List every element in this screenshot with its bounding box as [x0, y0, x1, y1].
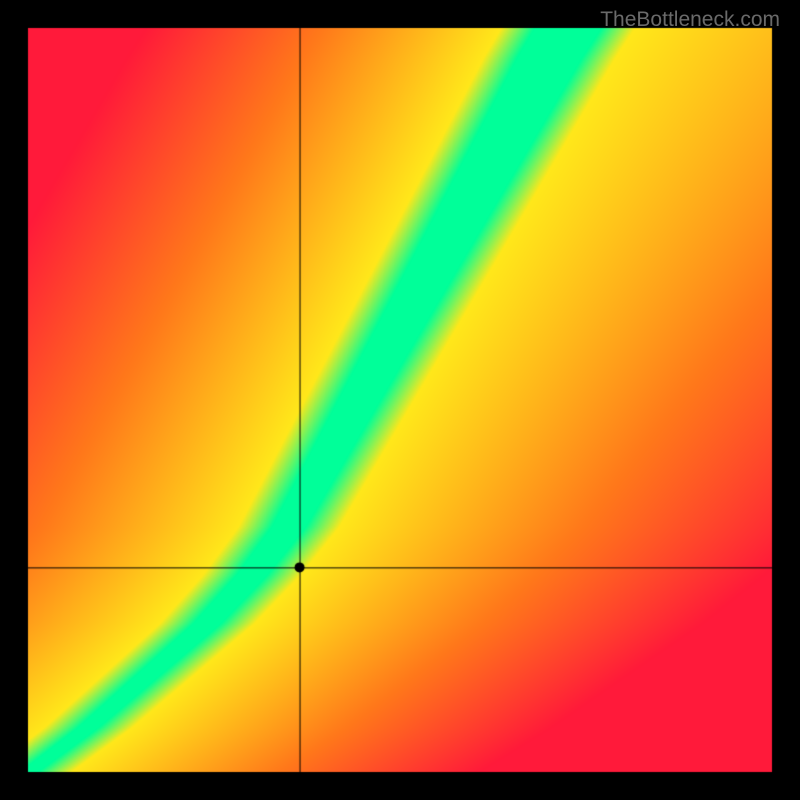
heatmap-canvas — [0, 0, 800, 800]
watermark-text: TheBottleneck.com — [600, 8, 780, 32]
chart-container: TheBottleneck.com — [0, 0, 800, 800]
